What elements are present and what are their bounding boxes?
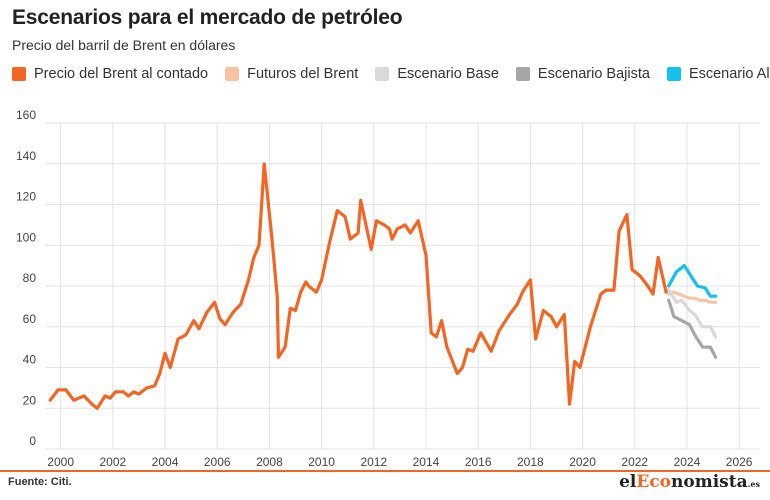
- series-line-base: [667, 288, 718, 339]
- x-tick-label-2016: 2016: [465, 455, 492, 469]
- x-tick-label-2022: 2022: [621, 455, 648, 469]
- x-tick-label-2004: 2004: [152, 455, 179, 469]
- x-tick-label-2010: 2010: [308, 455, 335, 469]
- y-tick-label-80: 80: [23, 271, 37, 285]
- x-tick-label-2012: 2012: [360, 455, 387, 469]
- legend-item-bear: Escenario Bajista: [515, 66, 650, 82]
- chart-title: Escenarios para el mercado de petróleo: [12, 6, 403, 29]
- legend-swatch-bull: [666, 67, 681, 81]
- y-tick-label-20: 20: [23, 393, 37, 407]
- x-tick-label-2024: 2024: [674, 455, 701, 469]
- logo-part-eco: Eco: [636, 472, 672, 492]
- footer-divider: [0, 470, 770, 472]
- y-tick-label-160: 160: [16, 108, 36, 122]
- legend-swatch-base: [375, 67, 390, 81]
- legend-label-futures: Futuros del Brent: [247, 66, 359, 82]
- legend-swatch-brent-spot: [12, 67, 26, 81]
- legend-item-futures: Futuros del Brent: [225, 66, 358, 82]
- x-tick-label-2008: 2008: [256, 455, 283, 469]
- logo-part-el: el: [619, 472, 637, 492]
- logo-part-suffix: .es: [747, 479, 760, 489]
- chart-subtitle: Precio del barril de Brent en dólares: [12, 37, 236, 53]
- x-tick-label-2018: 2018: [517, 455, 544, 469]
- legend: Precio del Brent al contado Futuros del …: [12, 66, 770, 82]
- legend-label-bull: Escenario Alcista: [688, 66, 770, 82]
- y-tick-label-60: 60: [23, 312, 37, 326]
- y-tick-label-100: 100: [16, 230, 36, 244]
- series-line-bear: [667, 298, 718, 359]
- legend-label-bear: Escenario Bajista: [537, 66, 650, 82]
- y-tick-label-40: 40: [23, 353, 37, 367]
- publisher-logo: elEconomista.es: [619, 472, 760, 492]
- series-line-futures: [667, 290, 718, 304]
- x-tick-label-2006: 2006: [204, 455, 231, 469]
- series-line-brent_spot: [48, 162, 668, 410]
- x-tick-label-2026: 2026: [726, 455, 753, 469]
- x-tick-label-2014: 2014: [413, 455, 440, 469]
- line-chart: 0 20 40 60 80 100 120 140 160 2000 2002 2004 2006 200…: [16, 108, 760, 469]
- series-line-bull: [667, 264, 718, 298]
- legend-item-brent-spot: Precio del Brent al contado: [12, 66, 208, 82]
- source-note: Fuente: Citi.: [8, 476, 72, 488]
- legend-label-base: Escenario Base: [397, 66, 499, 82]
- y-tick-label-140: 140: [16, 149, 36, 163]
- legend-label-brent-spot: Precio del Brent al contado: [34, 66, 209, 82]
- legend-item-bull: Escenario Alcista: [666, 66, 770, 82]
- logo-part-nomista: nomista: [671, 472, 748, 492]
- x-tick-label-2020: 2020: [569, 455, 596, 469]
- legend-item-base: Escenario Base: [375, 66, 499, 82]
- y-tick-label-0: 0: [29, 434, 36, 448]
- legend-swatch-futures: [225, 67, 240, 81]
- x-tick-label-2000: 2000: [47, 455, 74, 469]
- y-tick-label-120: 120: [16, 190, 36, 204]
- x-tick-label-2002: 2002: [99, 455, 126, 469]
- legend-swatch-bear: [515, 67, 530, 81]
